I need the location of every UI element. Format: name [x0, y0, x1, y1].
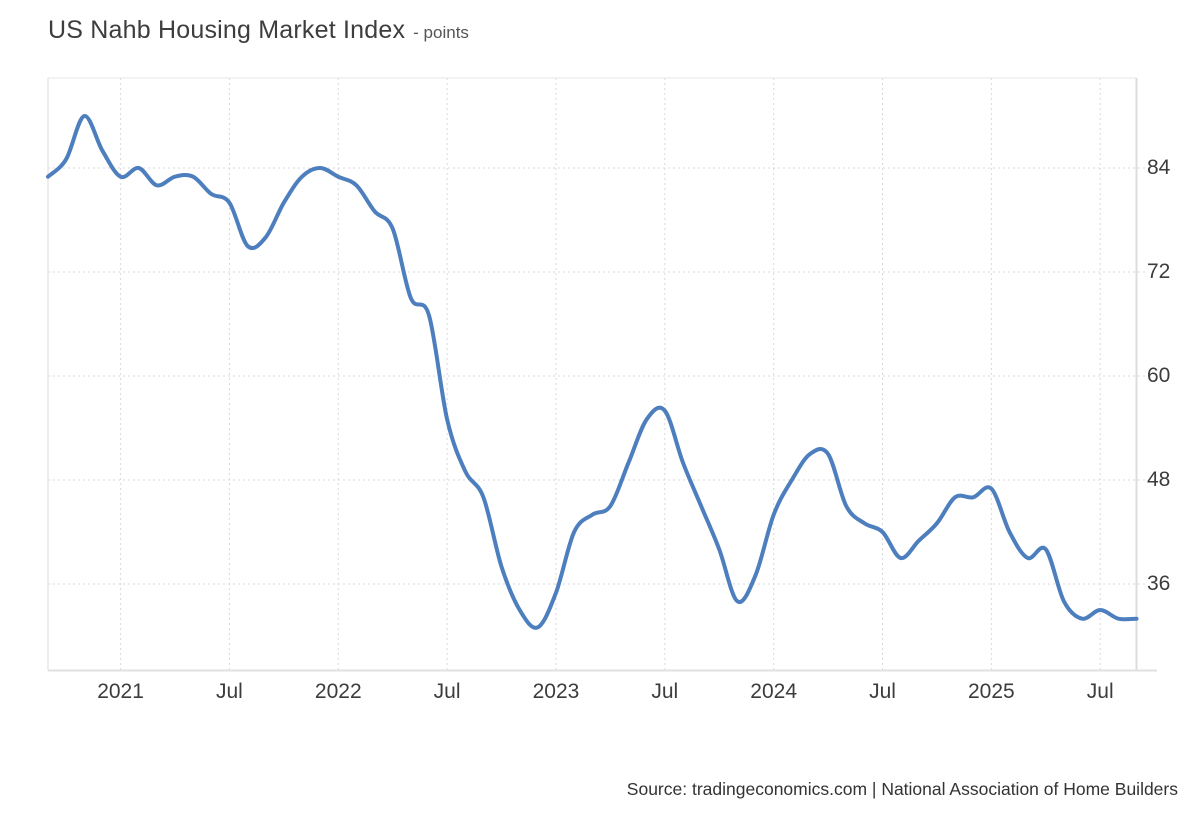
x-tick-label: Jul: [869, 680, 896, 703]
chart-svg[interactable]: [0, 0, 1200, 740]
y-tick-label: 84: [1147, 155, 1171, 179]
x-tick-label: 2024: [750, 680, 798, 703]
chart-header: US Nahb Housing Market Index - points: [48, 16, 469, 45]
chart-title: US Nahb Housing Market Index: [48, 16, 406, 44]
x-tick-label: Jul: [433, 680, 461, 703]
x-tick-label: 2022: [314, 680, 362, 703]
x-tick-label: 2023: [532, 680, 580, 703]
x-tick-label: Jul: [1086, 680, 1114, 703]
y-tick-label: 60: [1147, 363, 1171, 387]
x-tick-label: 2021: [97, 680, 144, 703]
x-tick-label: Jul: [215, 680, 243, 703]
x-tick-label: Jul: [651, 680, 679, 703]
y-tick-label: 36: [1147, 571, 1171, 595]
chart-unit-label: - points: [413, 23, 469, 42]
x-tick-label: 2025: [968, 680, 1015, 703]
y-tick-label: 72: [1147, 259, 1171, 283]
source-text: Source: tradingeconomics.com | National …: [626, 779, 1178, 799]
series-line[interactable]: [46, 114, 1139, 630]
y-tick-label: 48: [1147, 467, 1171, 491]
